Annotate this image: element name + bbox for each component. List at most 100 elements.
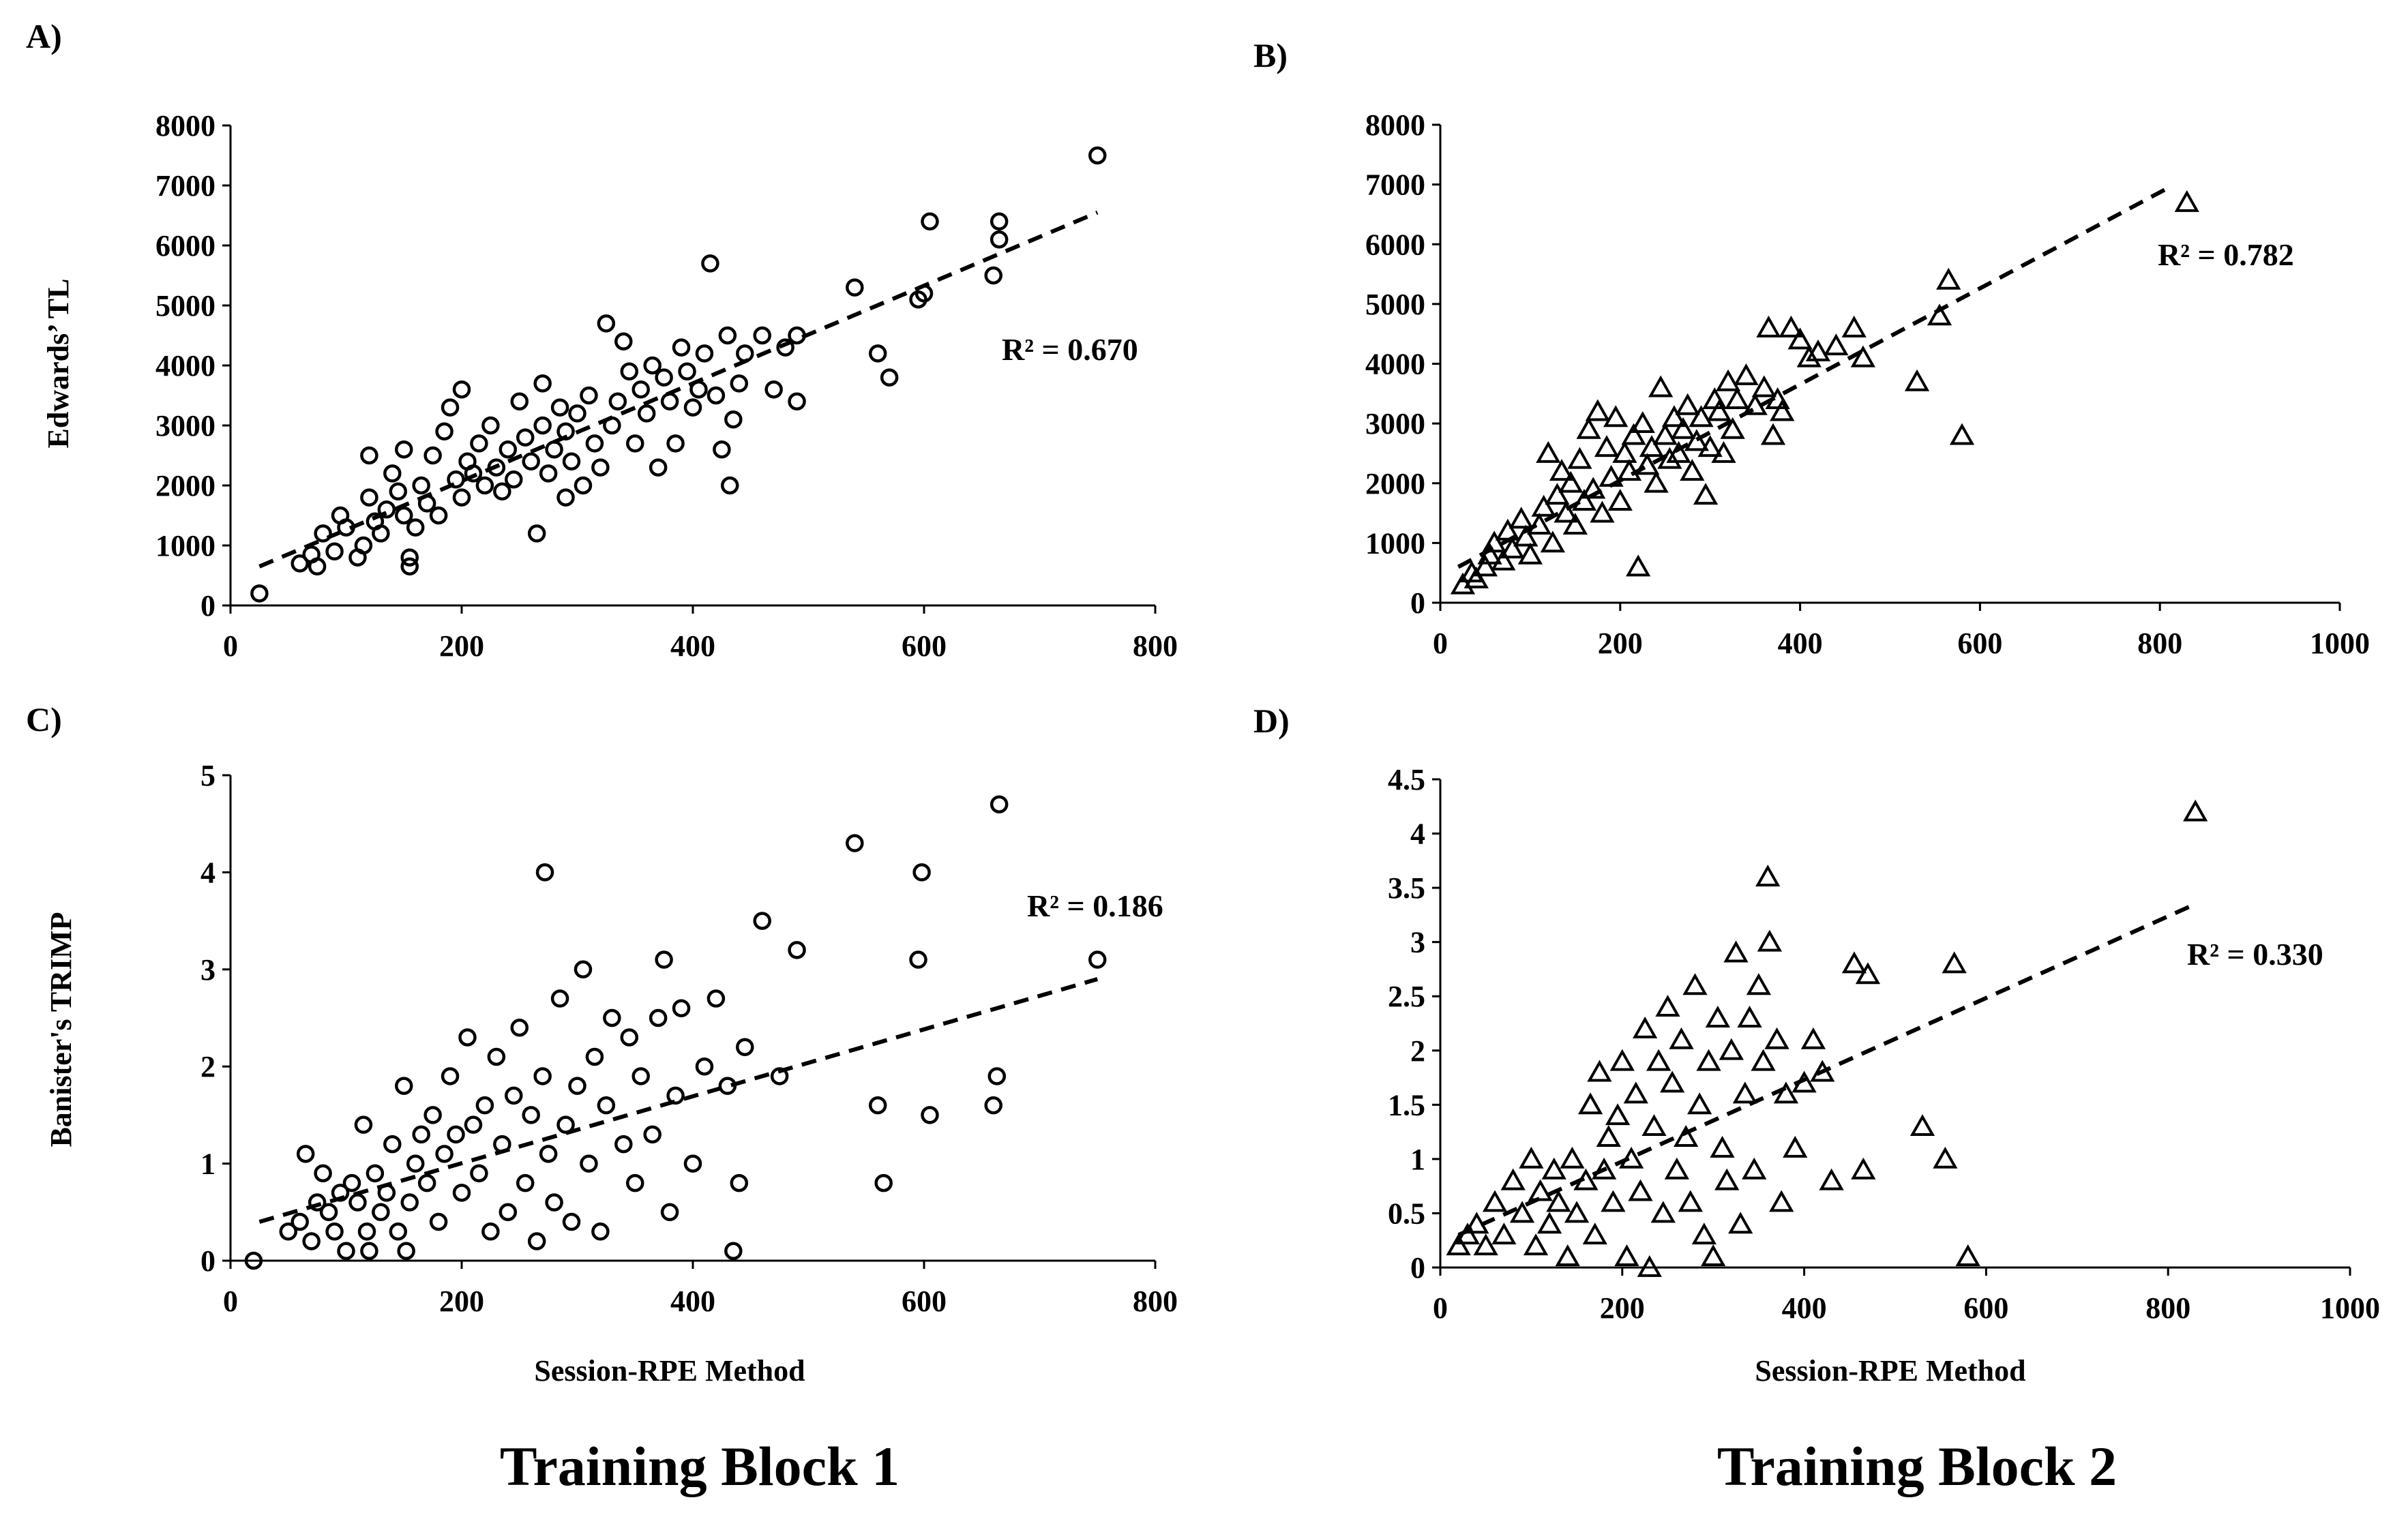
panel-a-data-point: [533, 374, 552, 393]
panel-d-data-point: [1577, 1092, 1603, 1115]
panel-a-data-point: [666, 434, 685, 453]
panel-c-data-point: [1088, 950, 1107, 969]
panel-c-data-point: [447, 1125, 465, 1144]
panel-d-y-tick-label: 1.5: [1388, 1088, 1425, 1122]
panel-d-plot: 0 0.5 1 1.5 2 2.5 3 3.5 4 4.5 0 200 400 600 800 1000: [1388, 763, 2380, 1325]
panel-a-data-point: [406, 518, 425, 537]
panel-a-data-point: [1088, 146, 1107, 165]
panel-a-data-point: [308, 557, 327, 576]
panel-a-data-point: [713, 440, 731, 459]
panel-b-data-point: [1562, 513, 1588, 535]
panel-d-data-point: [1623, 1081, 1648, 1104]
panel-c-data-point: [545, 1193, 563, 1212]
panel-c-data-point: [753, 912, 771, 930]
panel-c-x-tick-label: 200: [439, 1285, 484, 1318]
panel-d-data-point: [1746, 973, 1772, 995]
panel-c-data-point: [481, 1222, 500, 1241]
panel-d-data-point: [1955, 1244, 1980, 1266]
panel-d-data-point: [1723, 940, 1749, 963]
panel-a-data-point: [655, 368, 673, 387]
panel-d-data-point: [1669, 1027, 1694, 1049]
panel-b-data-point: [1513, 524, 1539, 547]
panel-d-data-point: [1560, 1146, 1585, 1169]
panel-c-data-point: [562, 1212, 581, 1231]
panel-a-data-point: [643, 356, 662, 375]
panel-d-x-tick-label: 1000: [2320, 1291, 2380, 1325]
panel-b-y-tick-label: 6000: [1365, 228, 1425, 261]
panel-b-y-tick-label: 8000: [1365, 108, 1425, 142]
panel-c-data-point: [730, 1173, 749, 1192]
panel-b-data-point: [1652, 423, 1678, 445]
panel-a-y-tick-label: 3000: [155, 409, 215, 442]
panel-a-y-tick-label: 7000: [155, 169, 215, 202]
panel-b-y-tick-label: 4000: [1365, 348, 1425, 381]
panel-d-data-point: [1909, 1114, 1935, 1137]
panel-c-y-tick-label: 3: [200, 953, 215, 987]
panel-d-data-point: [1655, 995, 1680, 1017]
panel-d-data-point: [1605, 1103, 1631, 1126]
panel-a-data-point: [562, 452, 581, 471]
panel-a-data-point: [724, 410, 743, 429]
panel-a-data-point: [377, 500, 396, 519]
panel-d-y-tick-label: 0.5: [1388, 1197, 1425, 1230]
panel-b: B) R² = 0.782: [1253, 36, 2294, 272]
panel-d-trend-line: [1457, 902, 2197, 1238]
panel-b-data-point: [1927, 303, 1952, 326]
panel-a-data-point: [614, 332, 633, 351]
panel-d-data-point: [1678, 1190, 1703, 1212]
panel-c-data-point: [990, 795, 1009, 813]
panel-b-data-point: [1472, 554, 1498, 577]
panel-c-data-point: [912, 863, 931, 882]
panel-c-data-point: [666, 1086, 685, 1105]
panel-d-data-point: [1555, 1244, 1580, 1266]
panel-b-data-point: [1567, 447, 1592, 469]
panel-a-data-point: [660, 392, 679, 411]
panel-d-data-point: [1841, 951, 1867, 974]
panel-a-data-point: [556, 488, 575, 507]
panel-a-data-point: [360, 446, 378, 465]
panel-d-data-point: [1764, 1027, 1789, 1049]
panel-c-data-point: [417, 1173, 436, 1192]
panel-d-data-point: [1473, 1233, 1498, 1256]
panel-c-data-point: [325, 1222, 344, 1241]
panel-d-data-point: [1674, 1125, 1699, 1147]
panel-b-data-point: [1639, 435, 1665, 457]
panel-c-plot: 0 1 2 3 4 5 0 200 400 600 800: [200, 759, 1178, 1318]
panel-d-y-tick-label: 1: [1410, 1143, 1425, 1176]
panel-a-data-point: [429, 506, 448, 525]
panel-d-data-point: [2183, 799, 2208, 822]
panel-c-data-point: [591, 1222, 610, 1241]
panel-b-data-point: [1697, 435, 1723, 457]
panel-b-plot: 0 1000 2000 3000 4000 5000 6000 7000 8000 0 200 400…: [1365, 108, 2370, 660]
panel-d-data-point: [1482, 1190, 1508, 1212]
panel-d-y-tick-label: 3.5: [1388, 871, 1425, 905]
panel-b-y-tick-label: 5000: [1365, 288, 1425, 321]
panel-c-y-tick-label: 4: [200, 856, 215, 889]
panel-d: D) R² = 0.330 Session-RPE Method: [1253, 702, 2323, 1388]
panel-b-r2-label: R² = 0.782: [2158, 237, 2294, 272]
panel-a-data-point: [412, 476, 430, 495]
panel-b-data-point: [1841, 315, 1867, 338]
panel-b-y-tick-label: 2000: [1365, 467, 1425, 500]
panel-d-r2-label: R² = 0.330: [2187, 937, 2323, 972]
panel-a-data-point: [395, 506, 413, 525]
panel-d-y-tick-label: 4.5: [1388, 763, 1425, 796]
panel-a-data-point: [736, 344, 754, 363]
panel-b-data-point: [1936, 267, 1961, 290]
panel-b-data-point: [1612, 440, 1637, 463]
panel-b-data-point: [1711, 440, 1736, 463]
panel-d-data-point: [1519, 1146, 1544, 1169]
panel-c-data-point: [244, 1251, 263, 1270]
panel-c-data-point: [556, 1115, 575, 1134]
panel-d-data-point: [1719, 1038, 1744, 1060]
panel-d-data-point: [1637, 1255, 1662, 1277]
panel-a-x-tick-label: 600: [902, 629, 947, 663]
panel-d-y-tick-label: 2: [1410, 1034, 1425, 1068]
panel-c-data-point: [279, 1222, 297, 1241]
panel-a-data-point: [493, 482, 511, 501]
panel-d-data-point: [1800, 1027, 1826, 1049]
panel-a-data-point: [678, 362, 696, 381]
panel-b-data-point: [1500, 537, 1525, 559]
panel-a-data-point: [550, 398, 569, 417]
